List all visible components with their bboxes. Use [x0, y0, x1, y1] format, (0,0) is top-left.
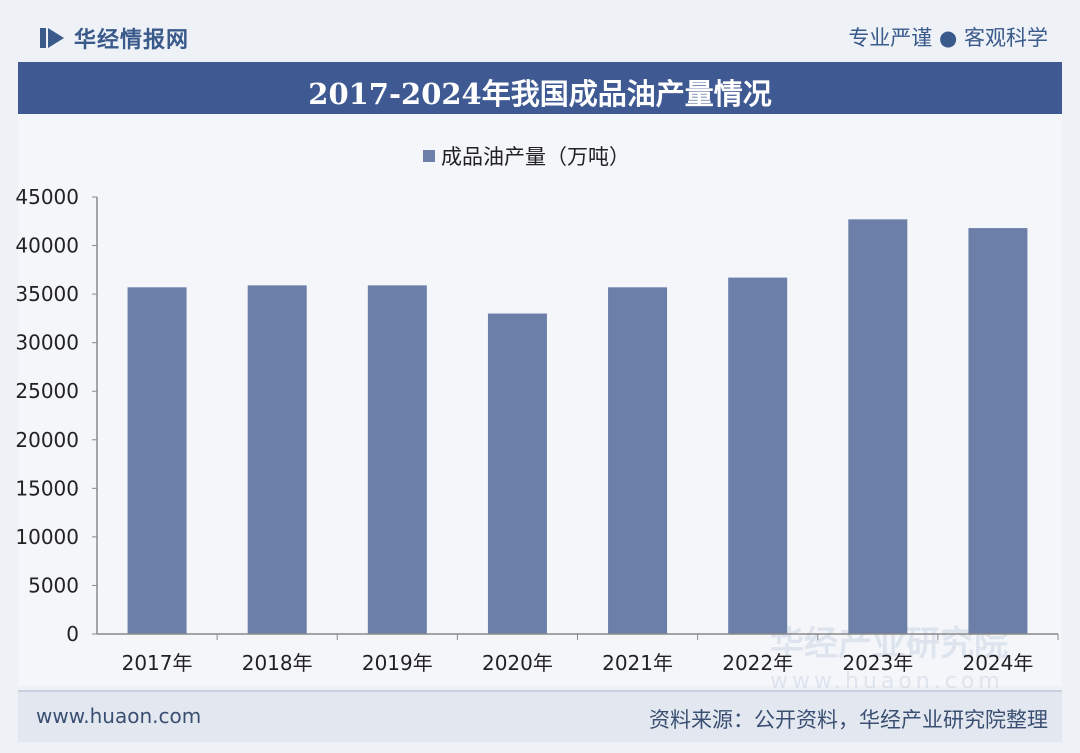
x-tick-label: 2023年	[842, 651, 913, 675]
bar-2020年	[487, 313, 547, 634]
x-tick-label: 2020年	[482, 651, 553, 675]
x-tick-label: 2022年	[722, 651, 793, 675]
x-tick-label: 2017年	[122, 651, 193, 675]
y-tick-label: 0	[66, 622, 79, 646]
bar-2022年	[728, 277, 788, 634]
y-tick-label: 30000	[15, 331, 79, 355]
watermark-url: www.huaon.com	[770, 669, 1004, 694]
legend-swatch	[423, 150, 435, 162]
bar-2021年	[608, 287, 668, 634]
bar-2018年	[247, 285, 307, 634]
bars	[127, 219, 1028, 634]
x-axis: 2017年 2018年 2019年 2020年 2021年 2022年 2023年 2024年	[97, 633, 1059, 675]
title-bar: 2017-2024年我国成品油产量情况	[18, 62, 1062, 114]
chart-title: 2017-2024年我国成品油产量情况	[308, 77, 772, 111]
bar-2017年	[127, 287, 187, 634]
source-note: 资料来源：公开资料，华经产业研究院整理	[649, 708, 1048, 732]
bar-2019年	[367, 285, 427, 634]
top-bar: 华经情报网 专业严谨 ● 客观科学	[18, 0, 1062, 60]
y-axis: 0 5000 10000 15000 20000 25000 30000 35000 40000…	[15, 185, 98, 646]
y-tick-label: 15000	[15, 476, 79, 500]
x-tick-label: 2021年	[602, 651, 673, 675]
brand-name: 华经情报网	[74, 28, 190, 53]
y-tick-label: 20000	[15, 428, 79, 452]
bar-2024年	[968, 228, 1028, 634]
x-tick-label: 2019年	[362, 651, 433, 675]
y-tick-label: 10000	[15, 525, 79, 549]
logo-icon	[40, 28, 64, 48]
y-tick-label: 25000	[15, 379, 79, 403]
legend-label: 成品油产量（万吨）	[441, 145, 630, 169]
y-tick-label: 35000	[15, 282, 79, 306]
site-url: www.huaon.com	[36, 704, 202, 728]
y-tick-label: 45000	[15, 185, 79, 209]
x-tick-label: 2024年	[962, 651, 1033, 675]
x-tick-label: 2018年	[242, 651, 313, 675]
legend: 成品油产量（万吨）	[423, 145, 630, 169]
slogan: 专业严谨 ● 客观科学	[848, 26, 1048, 50]
y-tick-label: 40000	[15, 234, 79, 258]
y-tick-label: 5000	[28, 573, 79, 597]
bar-2023年	[848, 219, 908, 634]
footer: www.huaon.com 资料来源：公开资料，华经产业研究院整理	[18, 690, 1062, 742]
